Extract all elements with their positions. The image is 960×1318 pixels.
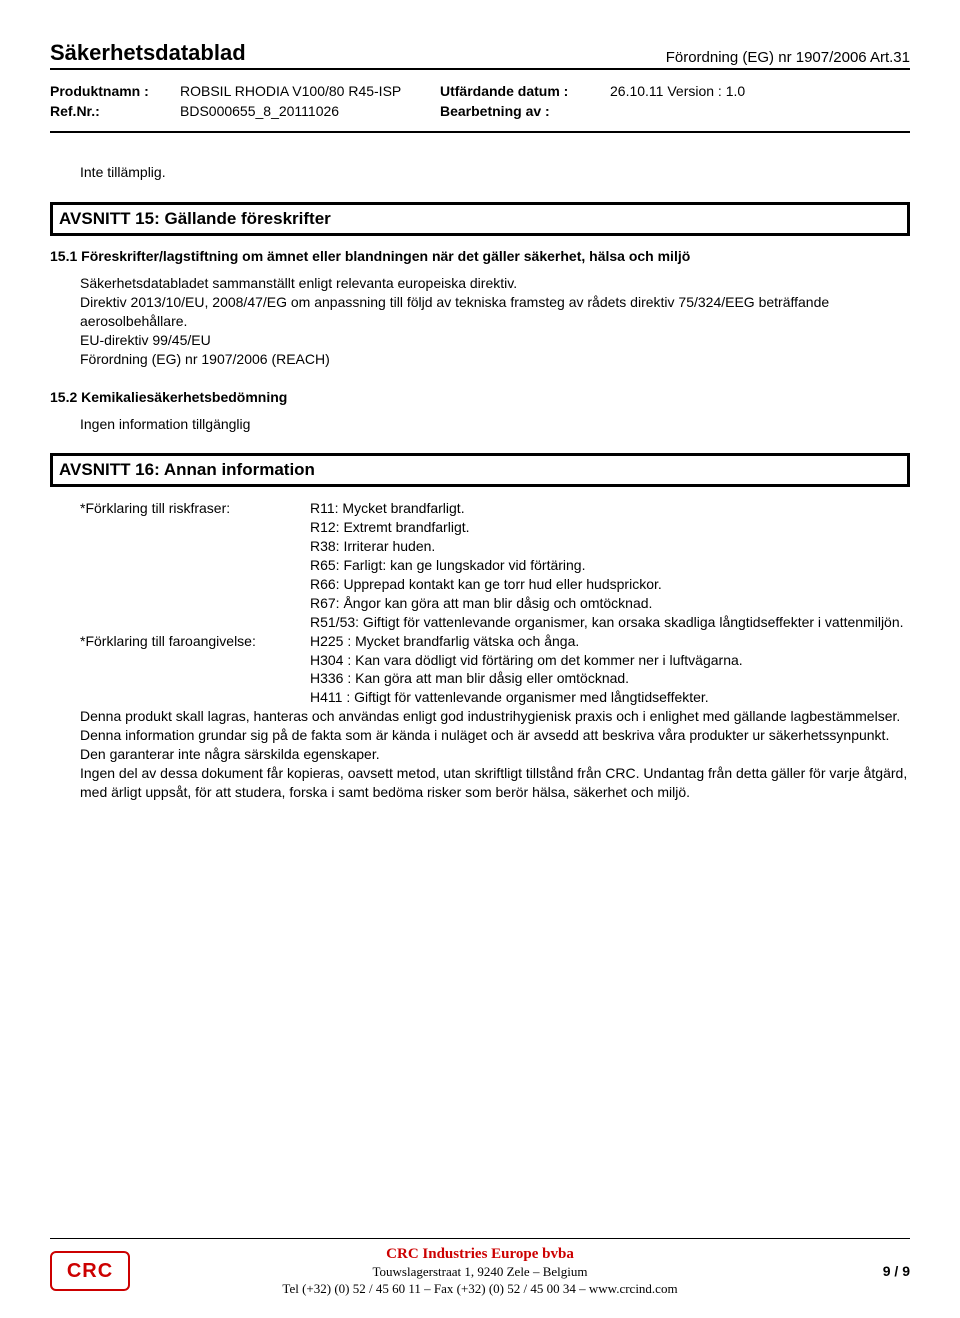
section-16-banner: AVSNITT 16: Annan information xyxy=(50,453,910,487)
page-header-top: Säkerhetsdatablad Förordning (EG) nr 190… xyxy=(50,40,910,70)
regulation-ref: Förordning (EG) nr 1907/2006 Art.31 xyxy=(666,49,910,66)
document-title: Säkerhetsdatablad xyxy=(50,40,246,66)
section-15-1-heading: 15.1 Föreskrifter/lagstiftning om ämnet … xyxy=(50,248,910,264)
product-name-label: Produktnamn : xyxy=(50,82,180,102)
r-line: R65: Farligt: kan ge lungskador vid fört… xyxy=(310,556,910,575)
r-line: R12: Extremt brandfarligt. xyxy=(310,518,910,537)
header-row-1: Produktnamn : ROBSIL RHODIA V100/80 R45-… xyxy=(50,82,910,102)
page-number: 9 / 9 xyxy=(830,1263,910,1279)
footer-center: CRC Industries Europe bvba Touwslagerstr… xyxy=(130,1245,830,1298)
revision-value xyxy=(610,102,910,122)
section-16-footer-paragraph: Denna produkt skall lagras, hanteras och… xyxy=(80,707,910,801)
risk-phrase-text: R11: Mycket brandfarligt. R12: Extremt b… xyxy=(310,499,910,631)
hazard-statement-text: H225 : Mycket brandfarlig vätska och ång… xyxy=(310,632,910,708)
section-16-table: *Förklaring till riskfraser: R11: Mycket… xyxy=(50,499,910,801)
section-15-title: AVSNITT 15: Gällande föreskrifter xyxy=(52,204,908,234)
r-line: R51/53: Giftigt för vattenlevande organi… xyxy=(310,613,910,632)
hazard-statement-label: *Förklaring till faroangivelse: xyxy=(80,632,310,708)
revision-label: Bearbetning av : xyxy=(440,102,610,122)
crc-logo-text: CRC xyxy=(67,1260,113,1283)
r-line: R11: Mycket brandfarligt. xyxy=(310,499,910,518)
ref-nr-value: BDS000655_8_20111026 xyxy=(180,102,440,122)
h-line: H225 : Mycket brandfarlig vätska och ång… xyxy=(310,632,910,651)
page-footer: CRC CRC Industries Europe bvba Touwslage… xyxy=(50,1238,910,1298)
section-15-banner: AVSNITT 15: Gällande föreskrifter xyxy=(50,202,910,236)
risk-phrase-label: *Förklaring till riskfraser: xyxy=(80,499,310,631)
section-15-1-body: Säkerhetsdatabladet sammanställt enligt … xyxy=(50,274,910,368)
section-16-title: AVSNITT 16: Annan information xyxy=(52,455,908,485)
footer-address: Touwslagerstraat 1, 9240 Zele – Belgium xyxy=(130,1264,830,1281)
r-line: R66: Upprepad kontakt kan ge torr hud el… xyxy=(310,575,910,594)
risk-phrase-row: *Förklaring till riskfraser: R11: Mycket… xyxy=(80,499,910,631)
page-header-info: Produktnamn : ROBSIL RHODIA V100/80 R45-… xyxy=(50,74,910,133)
header-row-2: Ref.Nr.: BDS000655_8_20111026 Bearbetnin… xyxy=(50,102,910,122)
hazard-statement-row: *Förklaring till faroangivelse: H225 : M… xyxy=(80,632,910,708)
h-line: H336 : Kan göra att man blir dåsig eller… xyxy=(310,669,910,688)
footer-company: CRC Industries Europe bvba xyxy=(130,1245,830,1265)
pre-section-text: Inte tillämplig. xyxy=(50,163,910,182)
r-line: R38: Irriterar huden. xyxy=(310,537,910,556)
section-15-2-heading: 15.2 Kemikaliesäkerhetsbedömning xyxy=(50,389,910,405)
footer-contact: Tel (+32) (0) 52 / 45 60 11 – Fax (+32) … xyxy=(130,1281,830,1298)
product-name-value: ROBSIL RHODIA V100/80 R45-ISP xyxy=(180,82,440,102)
r-line: R67: Ångor kan göra att man blir dåsig o… xyxy=(310,594,910,613)
section-15-2-body: Ingen information tillgänglig xyxy=(50,415,910,434)
ref-nr-label: Ref.Nr.: xyxy=(50,102,180,122)
h-line: H411 : Giftigt för vattenlevande organis… xyxy=(310,688,910,707)
issued-date-label: Utfärdande datum : xyxy=(440,82,610,102)
issued-date-value: 26.10.11 Version : 1.0 xyxy=(610,82,910,102)
crc-logo: CRC xyxy=(50,1251,130,1291)
h-line: H304 : Kan vara dödligt vid förtäring om… xyxy=(310,651,910,670)
